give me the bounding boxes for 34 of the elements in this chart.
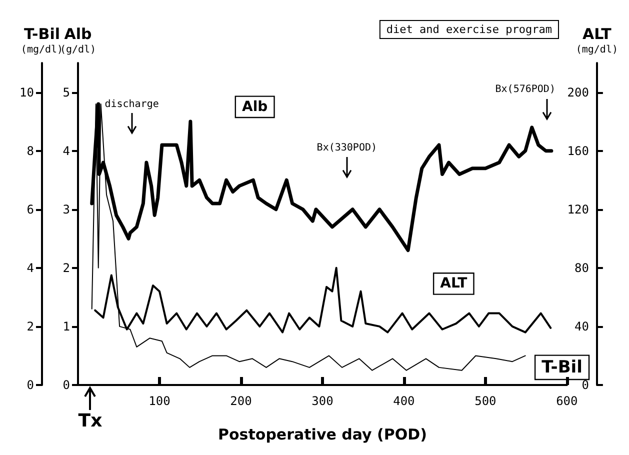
y3-tick-label: 4: [26, 260, 34, 275]
y-tick-label: 1: [62, 319, 70, 334]
y-tick-label: 5: [62, 85, 70, 100]
series-label: T-Bil: [542, 357, 582, 378]
text: Tx: [78, 410, 103, 432]
y2-tick-label: 0: [582, 378, 589, 392]
y-tick-label: 3: [62, 202, 70, 216]
y3-tick-label: 2: [26, 319, 34, 334]
y2-tick-label: 120: [567, 202, 589, 216]
x-tick-label: 500: [474, 394, 496, 408]
y2-tick-label: 40: [574, 319, 589, 334]
annotation: discharge: [104, 98, 159, 110]
y-tick-label: 0: [62, 378, 70, 392]
series-label: ALT: [440, 276, 468, 292]
y2-tick-label: 160: [567, 144, 589, 158]
y2-tick-label: 80: [574, 260, 589, 275]
x-tick-label: 200: [230, 394, 252, 408]
y2-axis-title: ALT (mg/dl): [576, 25, 618, 56]
annotation: Bx(330POD): [316, 142, 378, 154]
y3-tick-label: 8: [26, 144, 34, 158]
y3-tick-label: 0: [26, 378, 34, 392]
x-tick-label: 100: [148, 394, 170, 408]
annotation: Bx(576POD): [495, 84, 556, 96]
y-tick-label: 2: [62, 260, 70, 275]
text: Alb: [242, 98, 268, 115]
y3-tick-label: 10: [20, 85, 34, 100]
x-axis-title: Postoperative day (POD): [218, 426, 427, 444]
y-tick-label: 4: [62, 144, 70, 158]
y2-tick-label: 200: [567, 85, 589, 100]
y3-tick-label: 6: [26, 202, 34, 216]
x-tick-label: 300: [312, 394, 334, 408]
x-tick-label: 600: [556, 394, 578, 408]
x-tick-label: 400: [393, 394, 415, 408]
text: diet and exercise program: [386, 23, 552, 36]
